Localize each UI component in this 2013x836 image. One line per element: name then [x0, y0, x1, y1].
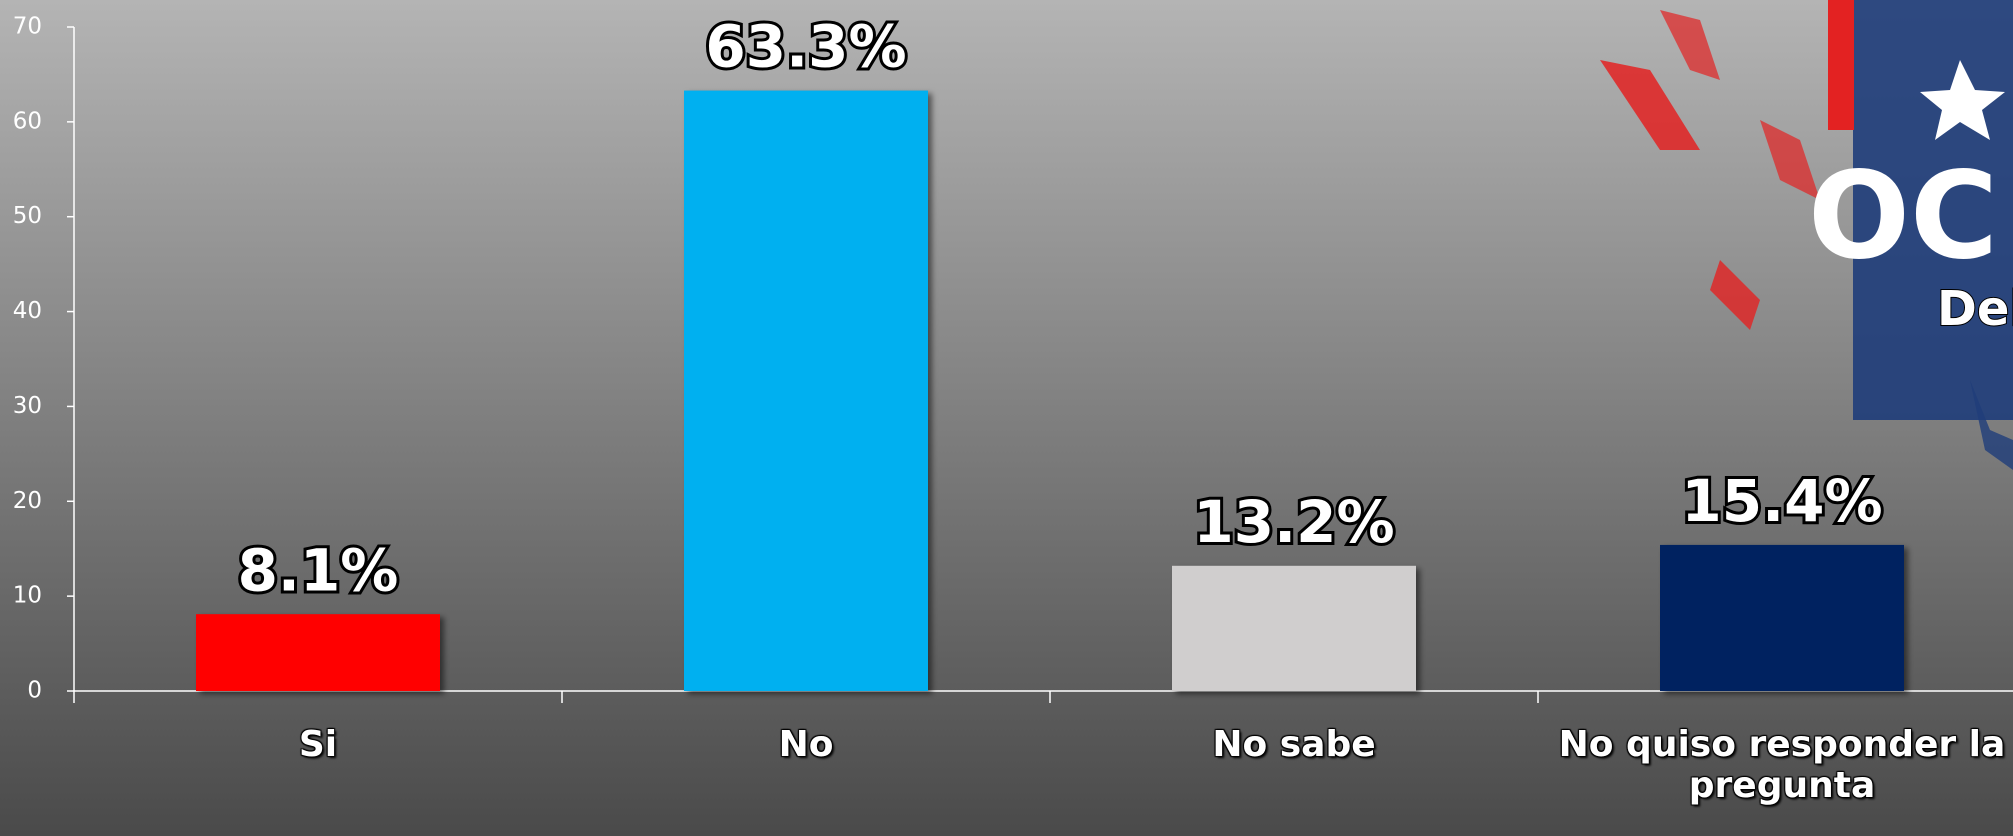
x-tick-label-box: No sabe	[1212, 724, 1376, 765]
y-tick-label: 10	[13, 583, 42, 609]
logo-subtitle: Del	[1937, 281, 2013, 337]
bar	[1660, 544, 1904, 691]
value-label: 15.4%	[1681, 467, 1882, 535]
value-label: 8.1%	[238, 536, 399, 604]
x-tick-label-box: Si	[298, 724, 338, 765]
bar	[1172, 565, 1416, 691]
y-tick-label: 30	[13, 393, 42, 419]
x-tick-label: No quiso responder la pregunta	[1558, 724, 2006, 807]
value-label: 13.2%	[1193, 488, 1394, 556]
y-tick-label: 20	[13, 488, 42, 514]
bar	[684, 90, 928, 692]
y-tick-label: 60	[13, 108, 42, 134]
logo-text: OC	[1808, 148, 1998, 287]
x-tick-label-box: No	[778, 724, 834, 765]
value-label: 63.3%	[705, 13, 906, 81]
y-tick-label: 0	[27, 678, 42, 704]
x-tick-label-box: No quiso responder la pregunta	[1558, 724, 2006, 807]
y-tick-label: 70	[13, 14, 42, 40]
bar	[196, 614, 440, 691]
y-tick-label: 40	[13, 298, 42, 324]
y-tick-label: 50	[13, 203, 42, 229]
x-tick-label: No sabe	[1212, 724, 1376, 765]
flag-decoration: OC Del	[1600, 0, 2013, 470]
x-tick-label: Si	[298, 724, 338, 765]
x-tick-label: No	[778, 724, 834, 765]
